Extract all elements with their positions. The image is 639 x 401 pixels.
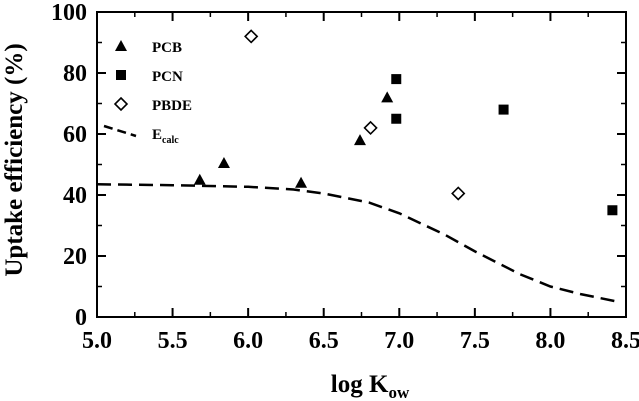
y-axis-title: Uptake efficiency (%) [1,43,28,276]
plot-area-frame [96,11,627,318]
pbde-point [363,120,378,136]
x-tick-label: 6.5 [309,328,339,354]
axis-ticks [96,11,627,318]
pcn-point [607,205,618,216]
pcb-point [193,173,206,185]
pcb-point [381,91,394,103]
pcn-point [498,104,509,115]
legend-pbde-label-main: PBDE [152,98,192,114]
legend-ecalc-swatch [103,124,137,138]
pcn-point [391,74,402,85]
y-tick-label: 80 [63,61,87,87]
pcb-point [217,156,230,168]
x-axis-title-main: log K [331,371,389,398]
legend-e-label: Ecalc [152,127,179,146]
curve-layer [96,183,619,304]
x-tick-label: 7.0 [384,328,414,354]
tick-labels: 5.0 5.5 6.0 6.5 7.0 7.5 8.0 8.5 0 20 40 60 80 100 [51,0,639,354]
x-tick-label: 8.5 [611,328,639,354]
legend-pcb-swatch [115,40,127,51]
legend-pbde-swatch [113,96,129,112]
legend-pcn-label: PCN [152,69,183,85]
y-tick-label: 60 [63,122,87,148]
pbde-point [451,186,466,201]
legend-pcn-label-main: PCN [152,69,183,85]
x-tick-label: 5.5 [158,328,188,354]
x-tick-label: 5.0 [82,328,112,354]
legend-pbde-label: PBDE [152,98,192,114]
legend-e-label-main: E [152,127,162,143]
y-tick-label: 100 [51,0,87,26]
y-tick-label: 20 [63,244,87,270]
x-tick-label: 7.5 [460,328,490,354]
x-tick-label: 6.0 [233,328,263,354]
x-axis-title: log Kow [331,371,410,401]
legend-e-label-subscript: calc [162,135,179,146]
pcb-point [353,134,366,146]
legend-pcb-label-main: PCB [152,40,182,56]
x-axis-title-subscript: ow [388,383,410,401]
y-tick-label: 0 [75,305,87,331]
marker-layer [193,29,618,216]
legend-pcb-label: PCB [152,40,182,56]
legend-pcn-swatch [116,70,126,80]
x-tick-label: 8.0 [535,328,565,354]
y-tick-label: 40 [63,183,87,209]
legend: PCB PCN PBDE Ecalc [103,40,192,146]
pcn-point [391,113,402,124]
pbde-point [244,29,259,44]
pcb-point [295,176,308,188]
ecalc-curve [96,183,619,304]
